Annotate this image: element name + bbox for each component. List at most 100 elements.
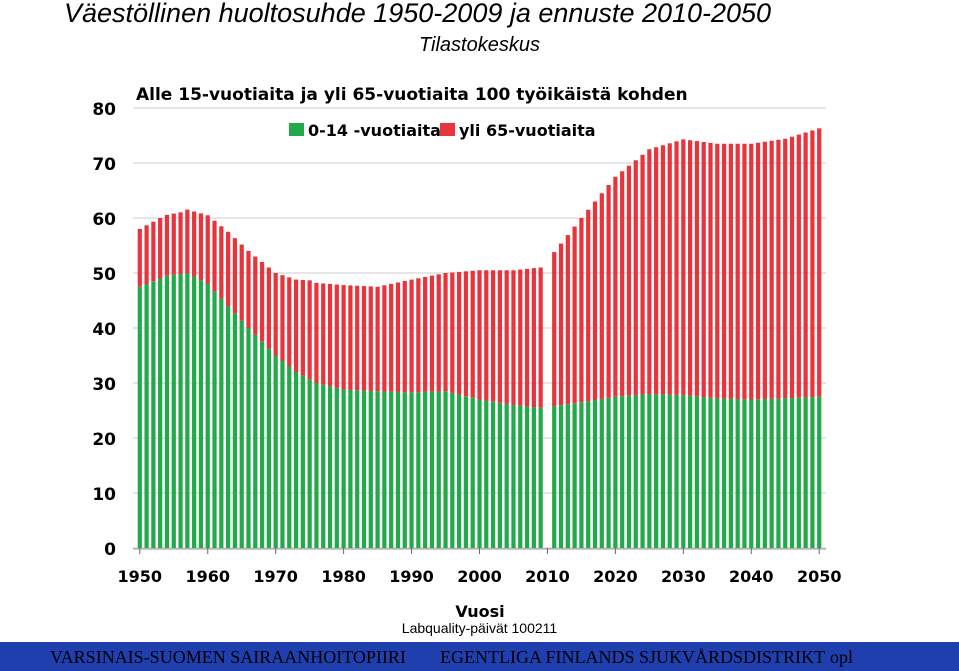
bar-old-1999 [470, 270, 475, 398]
bar-young-2050 [817, 396, 822, 548]
legend-label-young: 0-14 -vuotiaita [308, 121, 441, 140]
bar-old-1984 [368, 286, 373, 391]
bar-old-1991 [416, 278, 421, 393]
bar-old-2007 [524, 268, 530, 407]
bar-old-2037 [728, 143, 733, 399]
bar-young-1953 [158, 278, 163, 548]
bar-young-2024 [640, 394, 645, 548]
bar-young-1986 [382, 391, 387, 548]
bar-young-2018 [599, 398, 604, 548]
bar-old-2000 [477, 270, 482, 400]
y-tick-label: 50 [92, 265, 116, 285]
bar-young-1952 [151, 281, 156, 548]
bar-young-2034 [708, 397, 713, 548]
bar-young-2000 [477, 399, 482, 548]
bar-old-1954 [164, 214, 170, 276]
bar-young-1954 [164, 275, 170, 548]
bar-young-2022 [626, 395, 632, 548]
bar-old-1978 [327, 284, 333, 387]
x-tick-label: 1970 [253, 567, 298, 586]
bar-young-1993 [429, 391, 435, 548]
bar-young-1985 [375, 391, 380, 548]
bar-young-1977 [321, 384, 326, 548]
bar-old-2001 [484, 270, 489, 401]
bar-old-2012 [558, 243, 564, 406]
bar-old-2047 [796, 134, 801, 398]
bar-old-2031 [688, 140, 693, 396]
x-tick-label: 2010 [525, 567, 570, 586]
bar-young-1998 [463, 396, 469, 548]
bar-old-2002 [490, 270, 496, 402]
x-tick-label: 1950 [118, 567, 163, 586]
bar-young-1971 [280, 361, 285, 548]
y-tick-label: 10 [92, 485, 116, 505]
bar-young-1950 [137, 286, 142, 548]
bar-young-2002 [490, 401, 496, 548]
x-axis: 1950 1960 1970 1980 1990 2000 2010 2020 2030 2040… [118, 548, 841, 586]
bar-young-1966 [246, 328, 251, 548]
bar-young-1989 [402, 392, 407, 548]
bar-young-2004 [504, 403, 509, 548]
bar-young-1961 [212, 291, 217, 548]
bar-series [137, 128, 822, 548]
bar-old-2038 [735, 143, 740, 400]
bar-young-1964 [232, 313, 238, 548]
bar-young-1983 [361, 390, 367, 548]
bar-old-1974 [300, 279, 305, 376]
bar-young-2016 [586, 401, 591, 548]
bar-old-2006 [518, 269, 523, 406]
bar-old-1993 [429, 275, 435, 392]
bar-old-2017 [592, 201, 598, 401]
bar-old-2021 [620, 171, 625, 397]
bar-young-1965 [239, 320, 244, 548]
bar-old-1963 [226, 231, 231, 306]
bar-young-2033 [701, 397, 706, 548]
bar-old-2018 [599, 193, 604, 399]
bar-old-2043 [769, 140, 774, 399]
bar-old-2028 [667, 143, 672, 395]
bar-old-2015 [579, 218, 584, 403]
bar-young-2030 [681, 395, 686, 548]
legend-label-old: yli 65-vuotiaita [459, 121, 596, 140]
bar-old-1985 [375, 286, 380, 392]
bar-young-1999 [470, 397, 475, 548]
bar-young-1980 [341, 389, 346, 548]
bar-young-2044 [776, 398, 781, 548]
bar-young-2012 [558, 405, 564, 548]
bar-young-2007 [524, 406, 530, 548]
bar-old-1958 [192, 211, 197, 277]
bar-young-2045 [783, 398, 788, 548]
bar-old-1969 [266, 267, 271, 349]
footer-code: opl [830, 647, 854, 667]
bar-young-2008 [531, 407, 536, 548]
bar-old-2005 [511, 270, 516, 405]
bar-old-1967 [253, 256, 258, 335]
bar-young-2043 [769, 398, 774, 548]
bar-old-2032 [694, 141, 700, 397]
bar-old-2044 [776, 139, 781, 399]
bar-young-1995 [443, 391, 448, 548]
bar-young-2025 [647, 394, 652, 548]
bar-young-2005 [511, 405, 516, 548]
y-tick-label: 20 [92, 430, 116, 450]
bar-old-1987 [389, 283, 394, 392]
bar-young-1984 [368, 390, 373, 548]
bar-old-1973 [293, 279, 299, 372]
bar-old-2039 [742, 143, 747, 400]
slide-title: Väestöllinen huoltosuhde 1950-2009 ja en… [64, 0, 772, 28]
legend-swatch-old [440, 123, 455, 136]
bar-young-1979 [334, 387, 339, 548]
bar-old-2020 [613, 176, 618, 397]
bar-old-2019 [606, 185, 611, 398]
bar-young-1991 [416, 392, 421, 548]
bar-old-2009 [538, 267, 543, 408]
bar-old-1976 [314, 282, 319, 383]
bar-old-1979 [334, 284, 339, 388]
bar-old-1988 [395, 282, 401, 392]
bar-old-1960 [205, 215, 210, 284]
bar-old-1957 [185, 209, 190, 273]
bar-young-2014 [572, 403, 577, 548]
bar-young-1990 [409, 392, 414, 548]
bar-old-1951 [144, 225, 149, 284]
bar-young-2049 [810, 397, 815, 548]
